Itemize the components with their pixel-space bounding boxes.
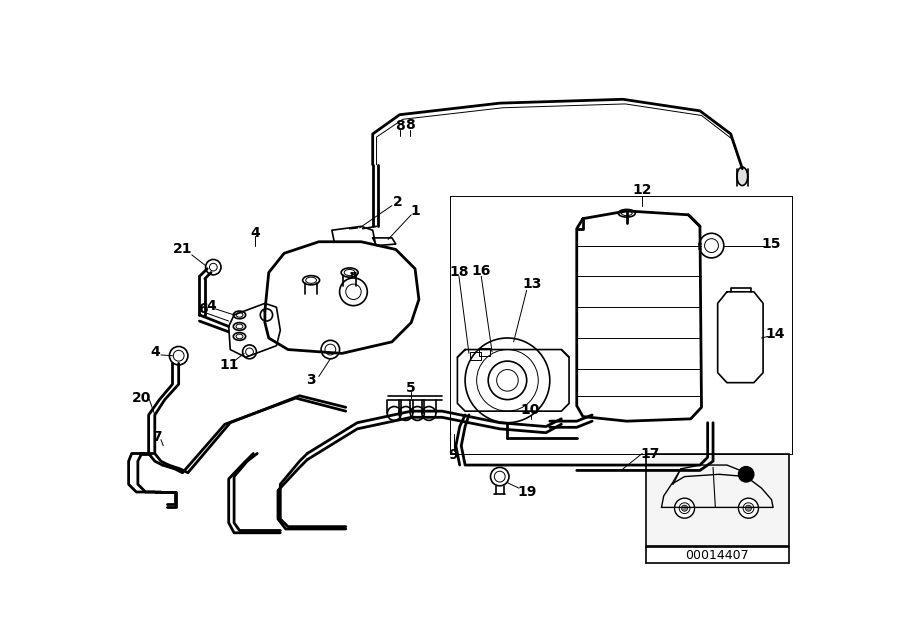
Bar <box>646 453 788 546</box>
Text: 11: 11 <box>219 358 238 372</box>
Text: 4: 4 <box>250 225 260 239</box>
Text: 3: 3 <box>306 373 316 387</box>
Circle shape <box>681 505 688 511</box>
Text: 4: 4 <box>150 345 159 359</box>
Text: 16: 16 <box>472 264 491 278</box>
Text: 9: 9 <box>449 448 458 462</box>
Text: 21: 21 <box>173 243 193 257</box>
Text: 6: 6 <box>199 302 208 316</box>
Ellipse shape <box>737 167 748 185</box>
Text: 8: 8 <box>395 119 404 133</box>
Circle shape <box>745 505 751 511</box>
Text: 10: 10 <box>521 403 540 417</box>
Text: 18: 18 <box>449 265 469 279</box>
Bar <box>479 348 490 356</box>
Bar <box>470 352 481 359</box>
Text: 15: 15 <box>761 237 781 251</box>
Circle shape <box>674 498 695 518</box>
Text: 00014407: 00014407 <box>685 549 749 561</box>
Text: 5: 5 <box>406 381 416 395</box>
Text: 12: 12 <box>633 183 652 197</box>
Text: 20: 20 <box>132 391 151 405</box>
Text: 2: 2 <box>393 195 403 209</box>
Text: 13: 13 <box>522 277 542 291</box>
Text: 19: 19 <box>517 485 536 499</box>
Text: 17: 17 <box>640 446 660 460</box>
Text: 7: 7 <box>152 429 162 444</box>
Circle shape <box>738 498 759 518</box>
Text: 4: 4 <box>206 298 216 312</box>
Text: 1: 1 <box>410 204 420 218</box>
Circle shape <box>738 467 754 482</box>
Text: 14: 14 <box>766 327 785 341</box>
Text: 8: 8 <box>405 119 415 133</box>
